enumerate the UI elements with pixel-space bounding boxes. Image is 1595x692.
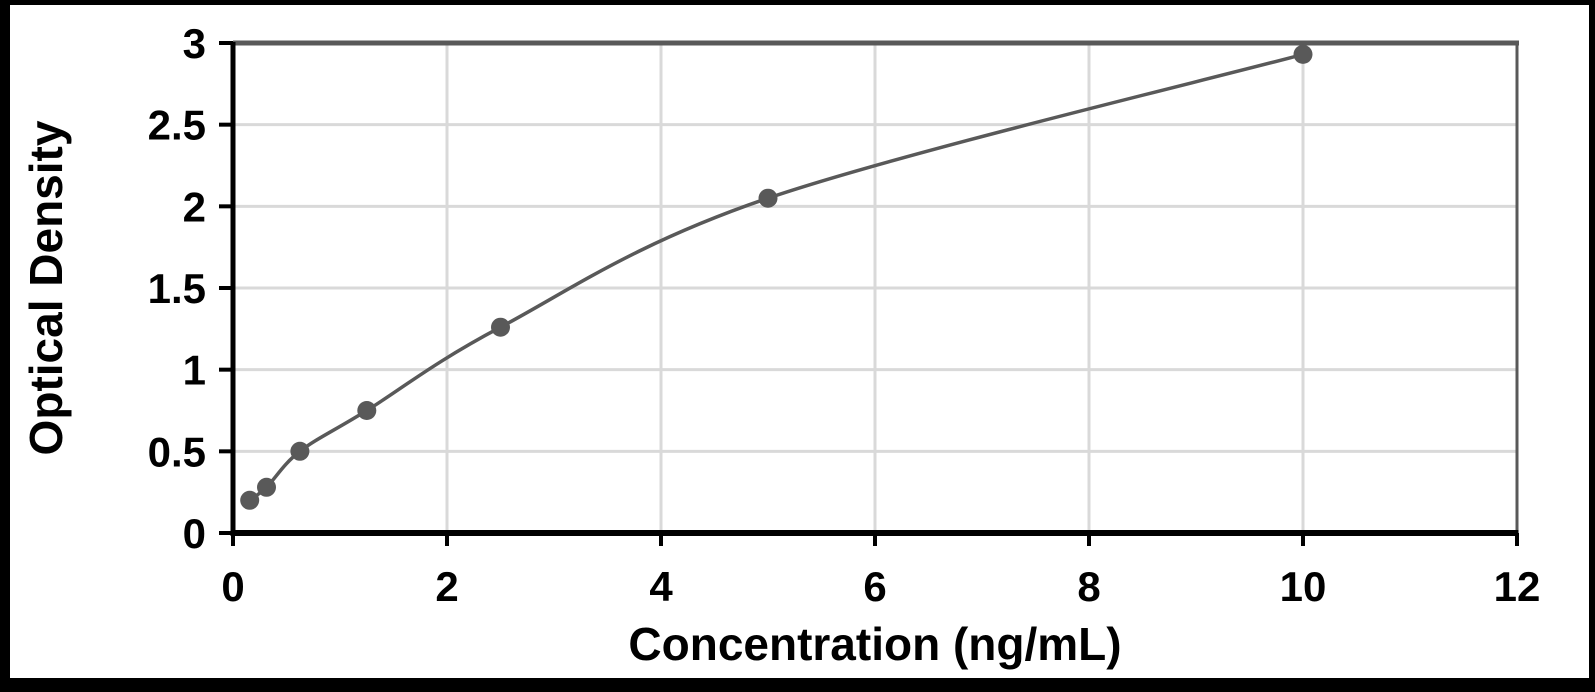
x-tick-label: 12 — [1494, 563, 1541, 610]
data-point-marker — [758, 188, 778, 208]
data-point-marker — [491, 317, 510, 337]
chart-canvas — [10, 5, 1589, 678]
x-axis-tick-labels: 0 2 4 6 8 10 12 — [221, 563, 1540, 610]
y-tick-label: 0.5 — [148, 428, 206, 475]
data-point-marker — [357, 401, 377, 420]
x-tick-label: 6 — [863, 563, 886, 610]
y-tick-label: 2.5 — [148, 102, 206, 149]
y-tick-label: 0 — [183, 510, 206, 557]
y-tick-label: 1.5 — [148, 265, 206, 312]
gridlines — [233, 43, 1517, 533]
data-point-marker — [290, 441, 310, 461]
x-tick-label: 2 — [435, 563, 458, 610]
x-tick-label: 4 — [649, 563, 673, 610]
x-tick-label: 10 — [1280, 563, 1327, 610]
y-tick-label: 1 — [183, 347, 206, 394]
tick-marks — [219, 41, 1519, 546]
fitted-curve — [247, 52, 1305, 503]
y-axis-title: Optical Density — [20, 120, 72, 455]
y-tick-label: 2 — [183, 183, 206, 230]
data-point-marker — [240, 490, 260, 510]
data-point-marker — [257, 477, 276, 497]
plot-border — [233, 40, 1519, 533]
y-axis-tick-labels: 0 0.5 1 1.5 2 2.5 3 — [148, 20, 206, 557]
x-tick-label: 0 — [221, 563, 244, 610]
x-axis-title: Concentration (ng/mL) — [628, 618, 1121, 670]
x-tick-label: 8 — [1077, 563, 1100, 610]
data-points — [240, 44, 1313, 510]
data-point-marker — [1293, 44, 1313, 64]
y-tick-label: 3 — [183, 20, 206, 67]
